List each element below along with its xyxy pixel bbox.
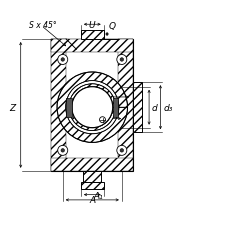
Circle shape [61,58,64,62]
Bar [51,40,133,52]
Circle shape [71,87,112,128]
Bar [66,98,71,117]
Bar [81,182,103,189]
Text: S x 45°: S x 45° [29,21,56,30]
Text: A: A [89,195,95,204]
Bar [51,40,133,171]
Bar [51,40,66,171]
Text: A₂: A₂ [99,114,109,123]
Text: Z: Z [10,103,16,112]
Bar [133,83,142,133]
Circle shape [120,149,123,153]
Bar [83,171,101,182]
Bar [81,31,103,40]
Circle shape [120,58,123,62]
Circle shape [57,146,68,156]
Circle shape [99,117,105,123]
Circle shape [57,55,68,65]
Polygon shape [68,85,115,131]
Bar [51,159,133,171]
Circle shape [61,149,64,153]
Text: d₃: d₃ [163,103,172,112]
Circle shape [116,146,126,156]
Bar [118,40,133,171]
Circle shape [116,55,126,65]
Text: B₁: B₁ [97,93,107,102]
Polygon shape [57,73,127,143]
Text: Q: Q [108,22,115,31]
Text: d: d [151,103,157,112]
Text: U: U [89,21,95,30]
Text: A₁: A₁ [93,191,102,200]
Bar [112,98,118,117]
